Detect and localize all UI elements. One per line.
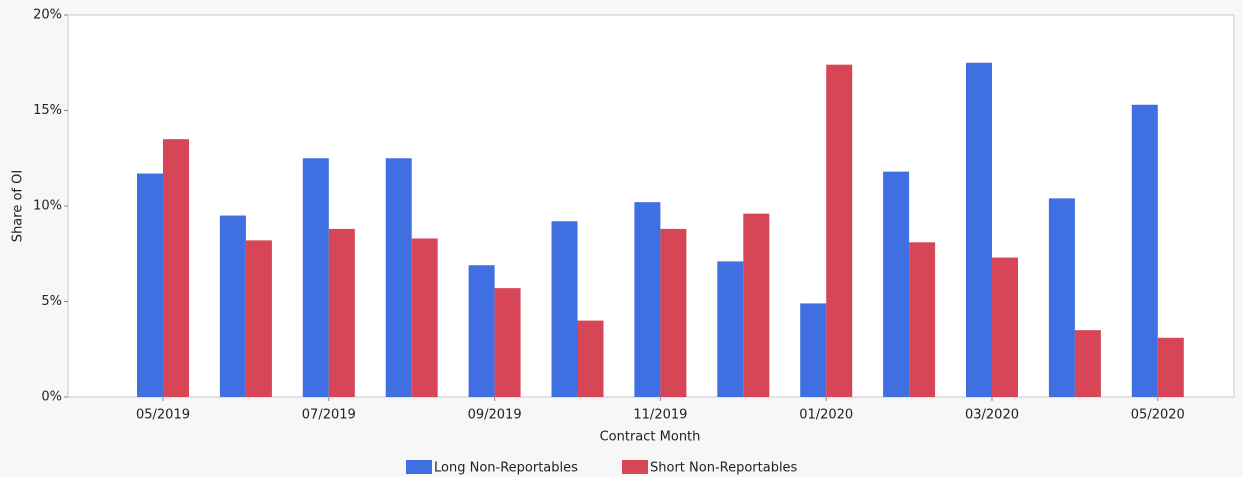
y-tick-label: 20% <box>33 8 62 23</box>
y-tick-label: 10% <box>33 199 62 214</box>
x-tick-label: 03/2020 <box>965 408 1019 423</box>
legend-swatch <box>622 460 648 474</box>
bar <box>634 202 661 397</box>
bar <box>909 242 936 397</box>
bar <box>992 257 1018 397</box>
x-axis-title: Contract Month <box>600 430 701 445</box>
bar <box>302 158 329 397</box>
x-tick-label: 09/2019 <box>468 408 522 423</box>
x-tick-label: 07/2019 <box>302 408 356 423</box>
bar <box>219 215 246 397</box>
bar <box>1048 198 1075 397</box>
bar <box>1157 337 1184 397</box>
bar <box>966 62 992 397</box>
bar <box>1131 104 1158 398</box>
y-axis-title: Share of OI <box>11 170 26 242</box>
x-tick-label: 05/2019 <box>136 408 190 423</box>
bar <box>883 171 910 397</box>
legend-label: Long Non-Reportables <box>434 461 578 476</box>
bar <box>245 240 272 397</box>
legend-label: Short Non-Reportables <box>650 461 798 476</box>
bar <box>577 320 604 397</box>
y-tick-label: 5% <box>41 294 62 309</box>
bar <box>1074 330 1101 397</box>
bar <box>743 213 770 397</box>
x-tick-label: 05/2020 <box>1131 408 1185 423</box>
bar <box>494 288 521 397</box>
bar <box>551 221 578 397</box>
y-tick-label: 15% <box>33 103 62 118</box>
bar <box>660 228 687 397</box>
bar <box>137 173 163 397</box>
bar <box>163 139 189 397</box>
bar <box>717 261 744 397</box>
bar <box>826 64 853 397</box>
bar <box>385 158 412 397</box>
x-tick-label: 01/2020 <box>799 408 853 423</box>
bar <box>328 228 355 397</box>
legend-swatch <box>406 460 432 474</box>
bar <box>411 238 438 397</box>
bar <box>468 265 495 397</box>
x-tick-label: 11/2019 <box>633 408 687 423</box>
y-tick-label: 0% <box>41 390 62 405</box>
bar <box>800 303 827 397</box>
